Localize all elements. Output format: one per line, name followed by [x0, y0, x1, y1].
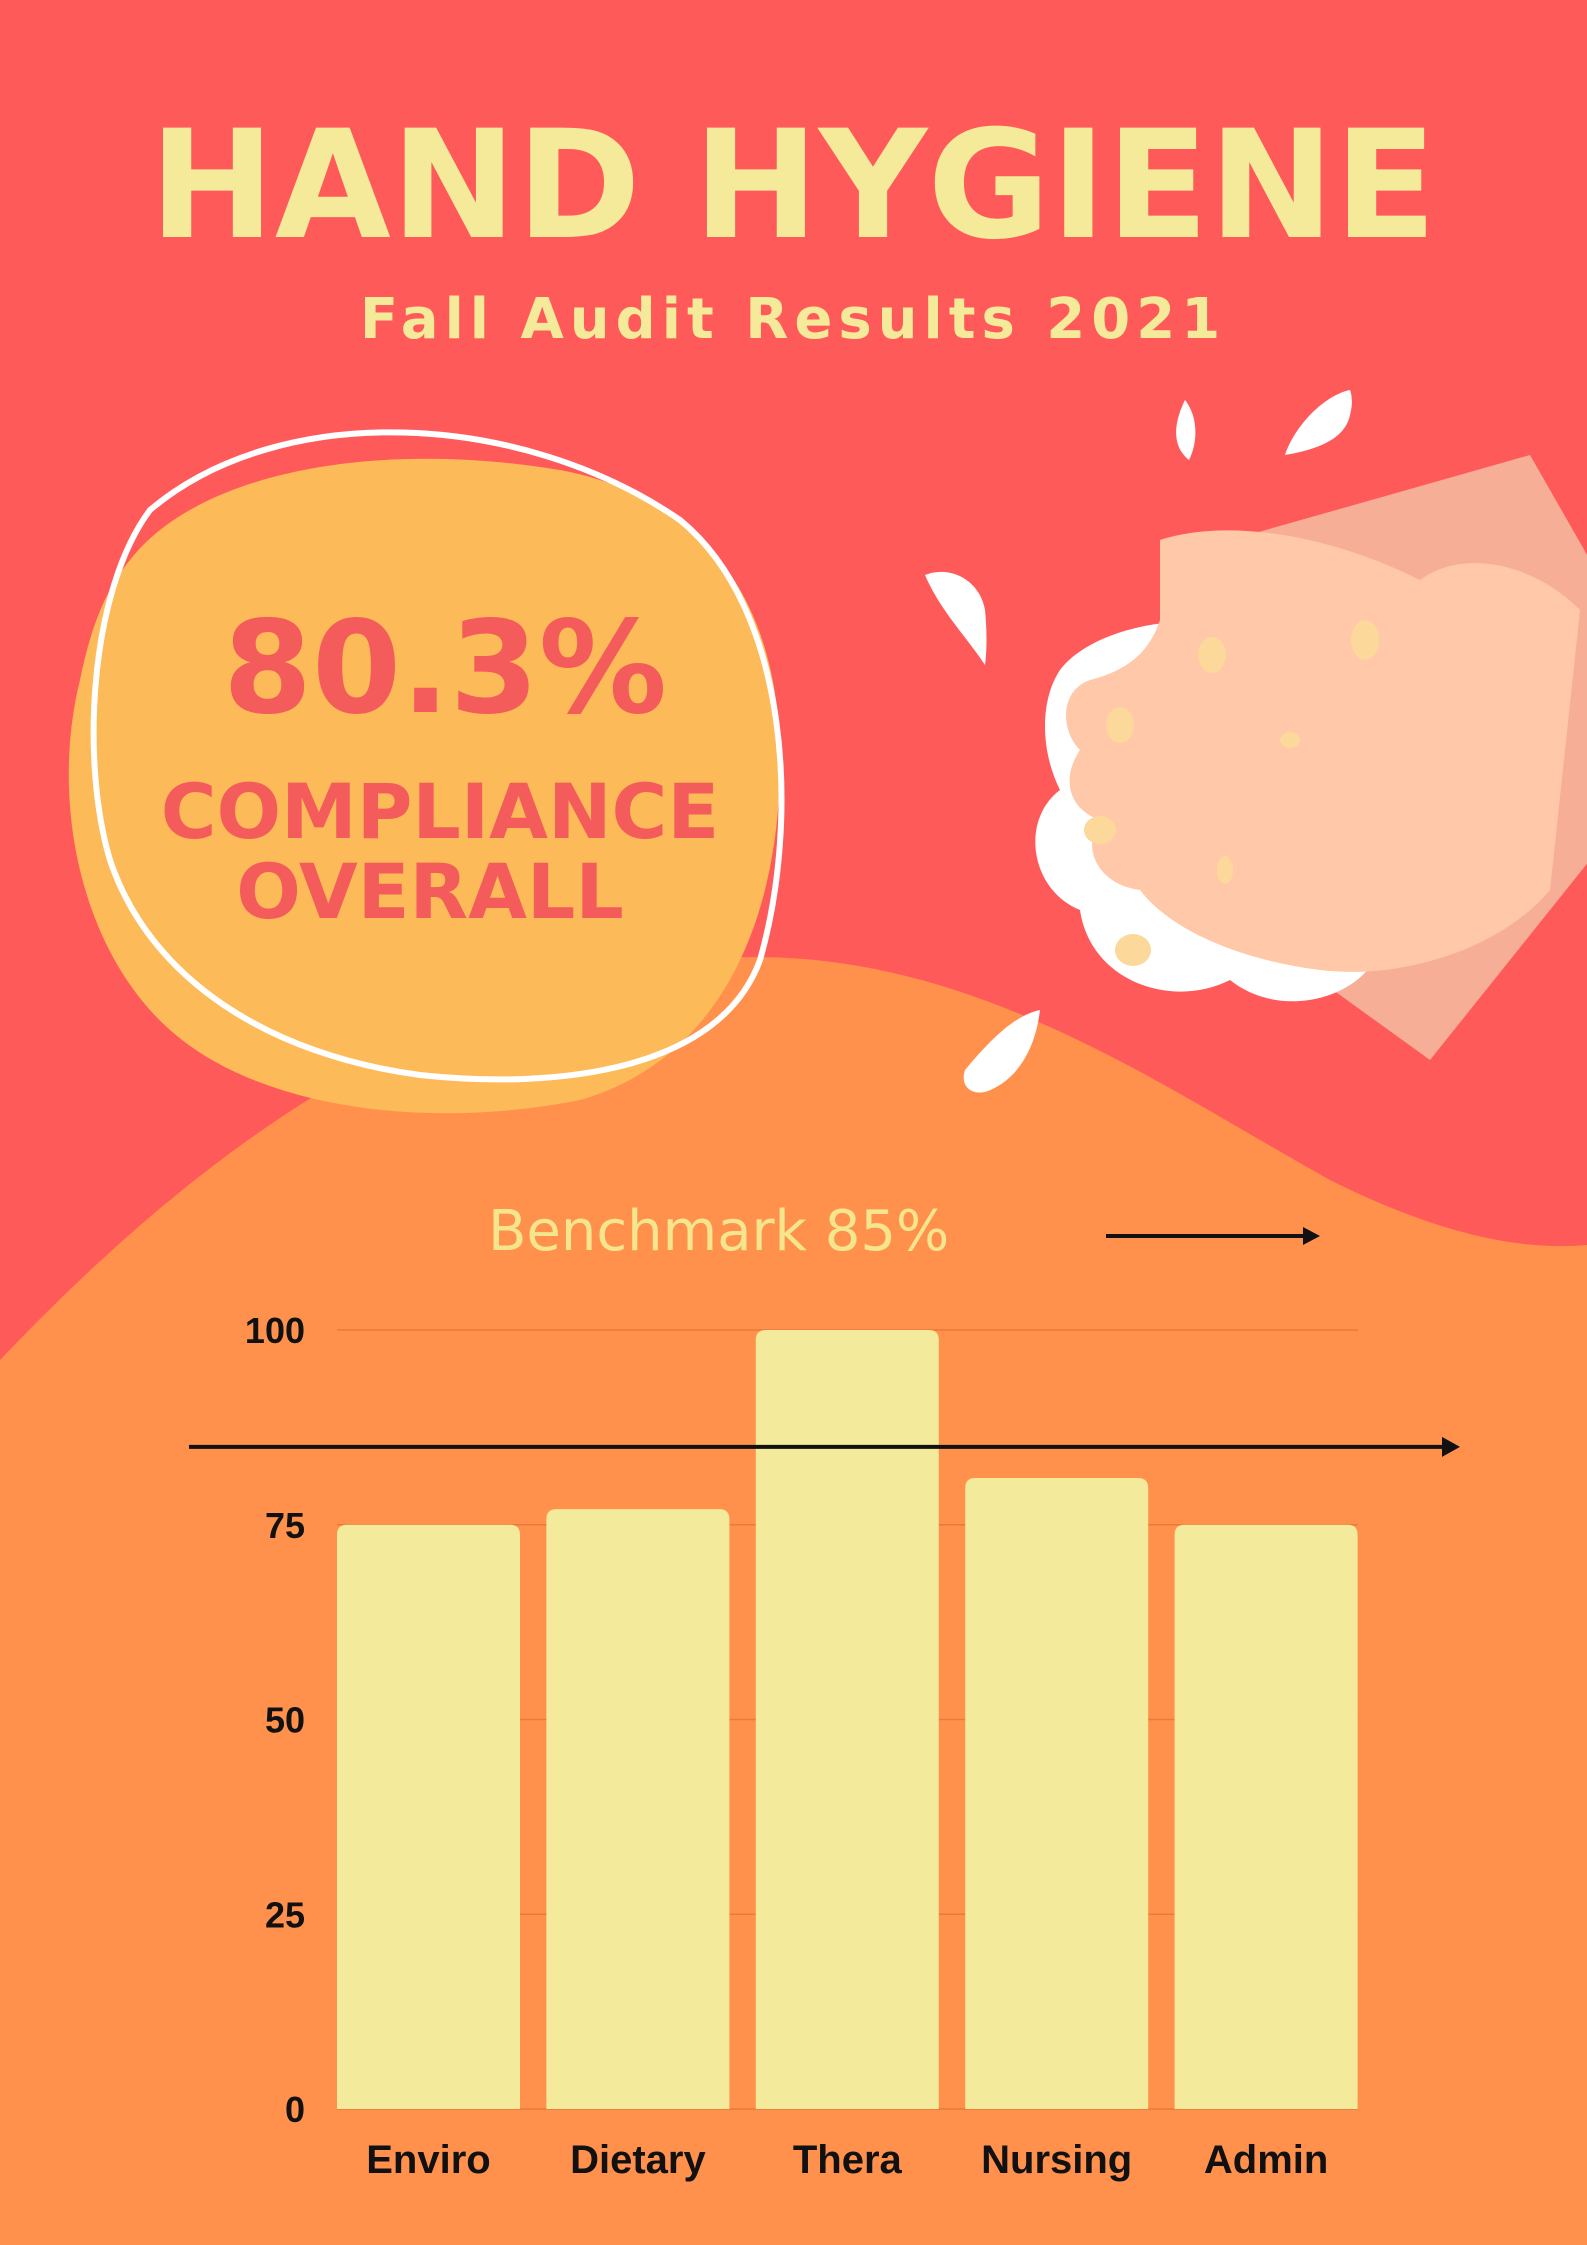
y-tick-label: 25: [265, 1894, 305, 1935]
hands-washing-icon: [925, 390, 1587, 1093]
chart: Benchmark 85% 0 25 50 75 100 Enviro Dietary Th…: [189, 1199, 1460, 2182]
x-category-label: Nursing: [981, 2138, 1132, 2182]
y-tick-label: 50: [265, 1700, 305, 1741]
compliance-value: 80.3%: [223, 594, 667, 743]
badge-outline: [90, 429, 785, 1083]
x-category-label: Thera: [793, 2138, 903, 2182]
badge-blob: [68, 458, 780, 1114]
compliance-badge: 80.3% COMPLIANCE OVERALL: [68, 429, 785, 1114]
benchmark-label: Benchmark 85%: [488, 1199, 949, 1264]
bar-enviro: [337, 1524, 520, 2109]
x-category-label: Enviro: [366, 2138, 490, 2182]
y-tick-label: 75: [265, 1505, 305, 1546]
benchmark-legend-arrow: [1106, 1227, 1320, 1245]
x-category-label: Dietary: [570, 2138, 706, 2182]
page-subtitle: Fall Audit Results 2021: [360, 287, 1226, 352]
bar-thera: [755, 1330, 939, 2109]
page-title: HAND HYGIENE: [149, 99, 1436, 273]
benchmark-arrowhead-icon: [1442, 1436, 1460, 1457]
bar-nursing: [965, 1478, 1149, 2109]
compliance-label-line2: OVERALL: [236, 847, 624, 936]
compliance-label-line1: COMPLIANCE: [161, 767, 720, 856]
x-category-label: Admin: [1204, 2138, 1328, 2182]
bar-admin: [1174, 1524, 1358, 2109]
y-tick-label: 0: [285, 2089, 305, 2130]
y-tick-label: 100: [245, 1310, 305, 1351]
bar-dietary: [546, 1509, 730, 2109]
